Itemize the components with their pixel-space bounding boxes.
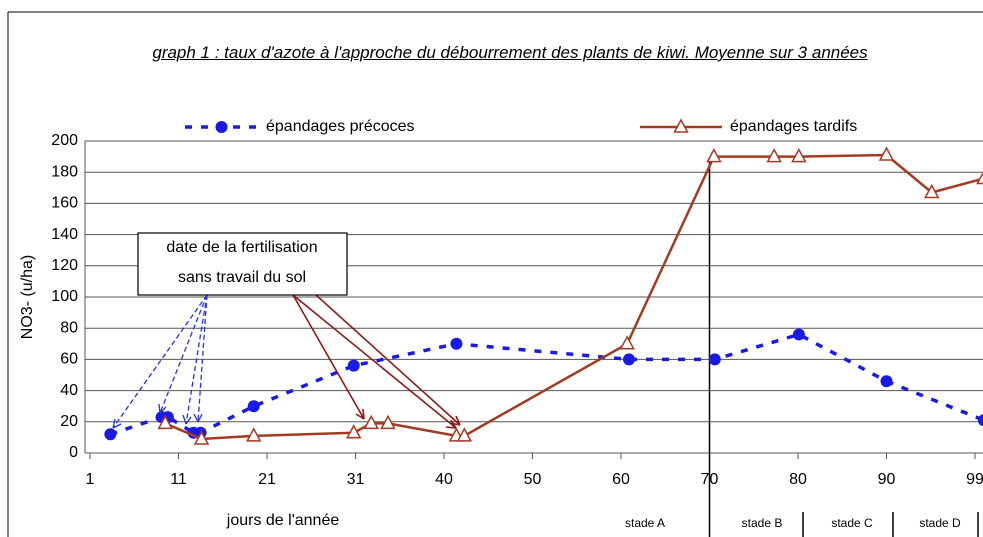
y-tick-label: 100	[51, 288, 78, 305]
point	[977, 414, 983, 427]
point	[456, 427, 473, 442]
point	[245, 427, 262, 442]
x-tick-label: 50	[524, 471, 542, 488]
y-tick-label: 140	[51, 226, 78, 243]
x-tick-label: 99	[966, 471, 983, 488]
y-tick-label: 0	[69, 444, 78, 461]
annotation-text: sans travail du sol	[178, 269, 306, 286]
annotation-arrows	[112, 294, 461, 429]
point	[345, 424, 362, 439]
stage-label: stade C	[831, 516, 873, 530]
point	[706, 148, 722, 163]
y-tick-label: 40	[60, 382, 78, 399]
point	[708, 353, 721, 366]
point	[792, 328, 805, 341]
legend-marker	[215, 121, 228, 133]
annotation-text: date de la fertilisation	[166, 239, 317, 256]
y-tick-label: 120	[51, 257, 78, 274]
point	[450, 337, 463, 350]
stage-label: stade B	[742, 516, 783, 530]
legend-label: épandages tardifs	[730, 118, 857, 135]
x-tick-label: 40	[435, 471, 453, 488]
y-axis-label: NO3- (u/ha)	[19, 255, 36, 339]
y-tick-label: 80	[60, 319, 78, 336]
point	[923, 183, 940, 199]
y-tick-label: 60	[60, 351, 78, 368]
x-tick-label: 80	[789, 471, 807, 488]
annotation-box	[137, 232, 348, 296]
y-tick-label: 200	[51, 132, 78, 149]
chart-title: graph 1 : taux d'azote à l'approche du d…	[152, 43, 868, 62]
point	[619, 335, 635, 350]
point	[380, 414, 396, 430]
x-tick-label: 11	[170, 471, 187, 488]
point	[878, 146, 895, 161]
point	[363, 414, 379, 430]
point	[157, 414, 173, 430]
stage-label: stade D	[919, 516, 961, 530]
x-axis-label: jours de l'année	[226, 512, 340, 529]
x-tick-label: 21	[258, 471, 276, 488]
y-tick-label: 180	[51, 163, 78, 180]
point	[880, 375, 893, 388]
y-tick-label: 20	[60, 413, 78, 430]
point	[976, 171, 983, 185]
point	[193, 430, 210, 445]
x-tick-label: 90	[878, 471, 896, 488]
point	[104, 428, 117, 441]
point	[622, 353, 635, 366]
legend-marker	[673, 118, 689, 133]
y-tick-label: 160	[51, 195, 78, 212]
point	[791, 148, 807, 163]
x-tick-label: 31	[347, 471, 365, 488]
point	[347, 359, 360, 372]
legend-label: épandages précoces	[266, 118, 415, 135]
stage-label: stade A	[625, 516, 665, 530]
series-line	[109, 332, 983, 436]
x-tick-label: 1	[86, 471, 95, 488]
point	[247, 400, 260, 413]
x-tick-label: 60	[612, 471, 630, 488]
point	[766, 148, 782, 163]
